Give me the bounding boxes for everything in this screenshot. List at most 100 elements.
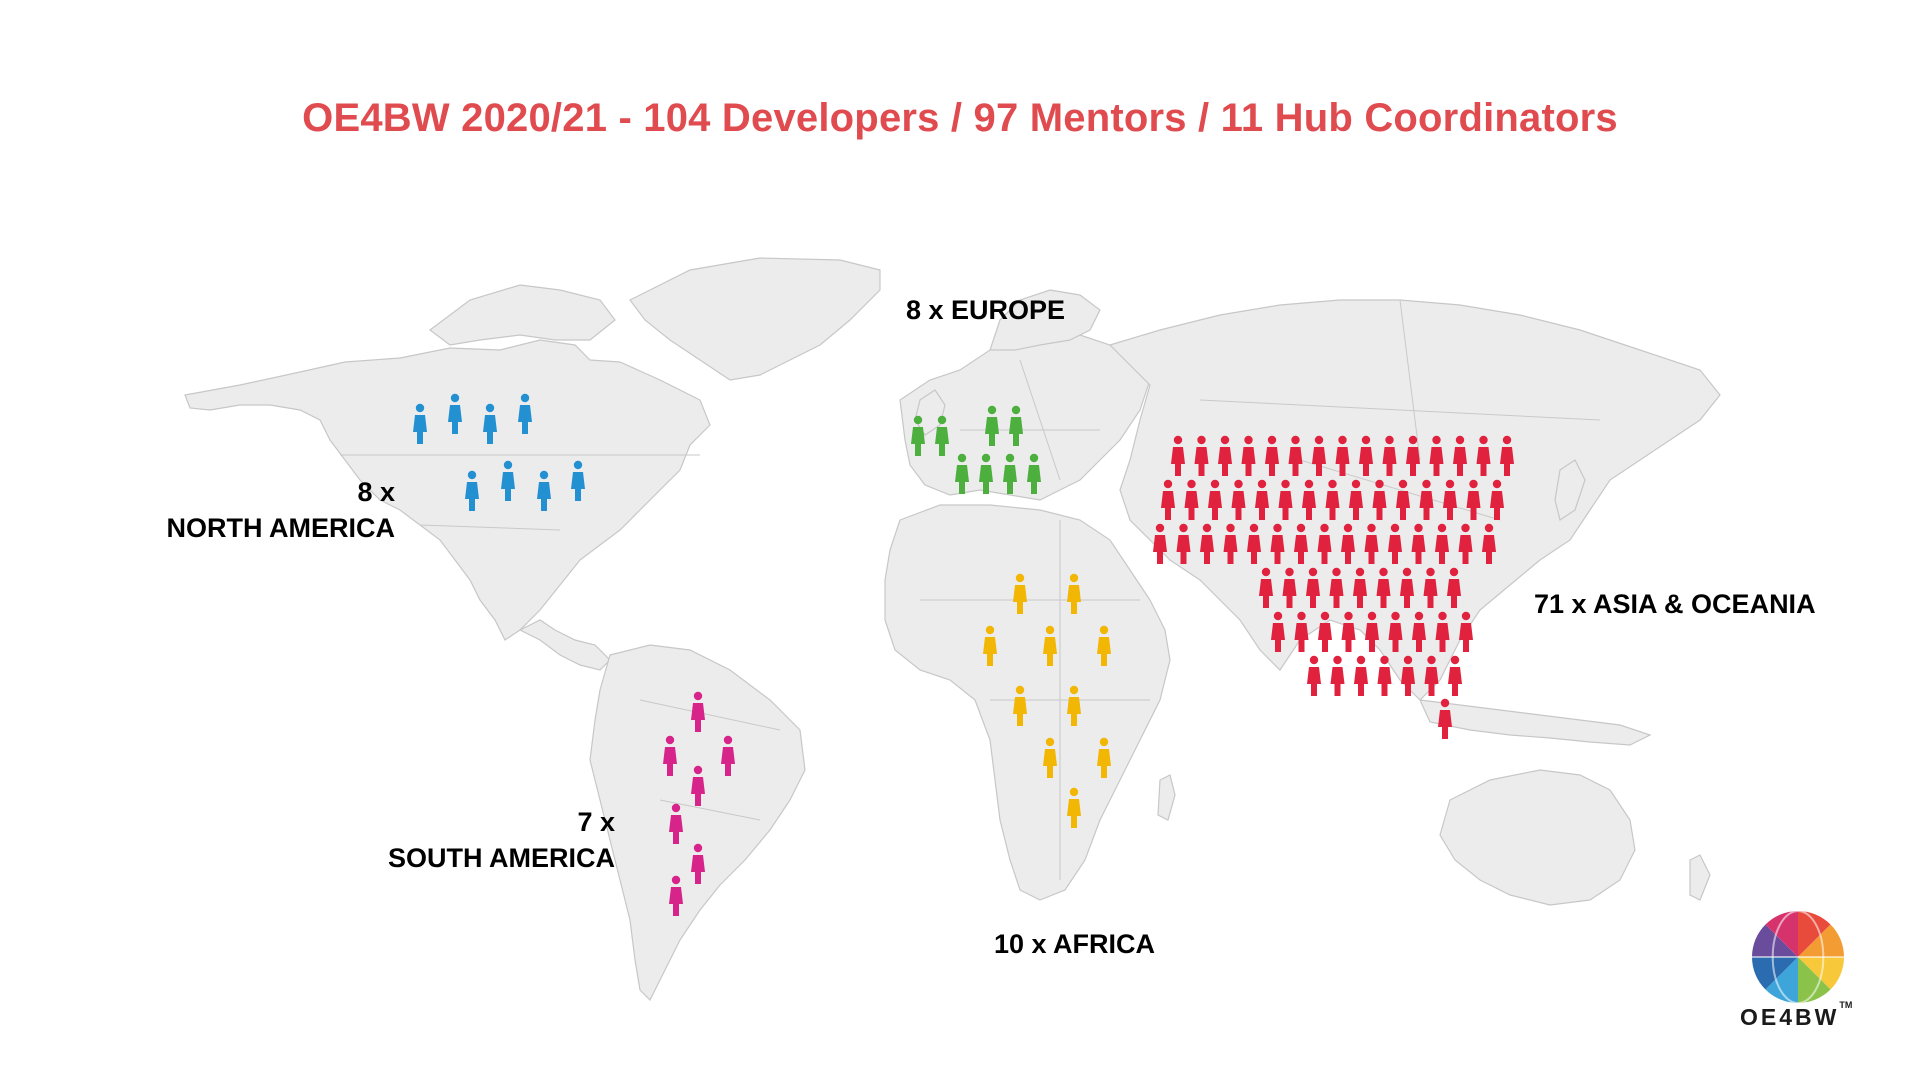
asia-oceania-person-icon <box>1325 479 1340 520</box>
asia-oceania-person-icon <box>1364 523 1379 564</box>
africa-person-icon <box>1067 573 1081 614</box>
logo-globe-segment <box>1765 911 1798 957</box>
africa-landmass <box>884 504 1171 901</box>
arctic-islands-landmass <box>429 284 616 346</box>
asia-oceania-person-icon <box>1500 435 1514 476</box>
asia-oceania-person-icon <box>1435 611 1450 652</box>
europe-person-icon <box>1003 453 1017 494</box>
north-america-person-icon <box>448 393 462 434</box>
north-america-person-icon <box>537 470 551 511</box>
north-america-person-icon <box>571 460 585 501</box>
africa-person-icon <box>1043 625 1057 666</box>
asia-oceania-person-icon <box>1282 567 1297 608</box>
asia-oceania-person-icon <box>1376 567 1391 608</box>
asia-oceania-person-icon <box>1241 435 1256 476</box>
label-africa: 10 x AFRICA <box>994 929 1156 959</box>
asia-oceania-person-icon <box>1377 655 1392 696</box>
logo-globe-segment <box>1765 957 1798 1003</box>
asia-oceania-person-icon <box>1482 523 1496 564</box>
asia-oceania-person-icon <box>1400 567 1414 608</box>
asia-oceania-person-icon <box>1335 435 1350 476</box>
label-europe: 8 x EUROPE <box>906 295 1066 325</box>
label-south-america-count: 7 x <box>577 807 615 837</box>
asia-oceania-person-icon <box>1270 523 1285 564</box>
asia-oceania-person-icon <box>1359 435 1373 476</box>
asia-oceania-person-icon <box>1443 479 1457 520</box>
oe4bw-logo-text: OE4BWTM <box>1740 1000 1852 1031</box>
japan-landmass <box>1554 459 1586 521</box>
south-america-person-icon <box>669 875 683 916</box>
asia-oceania-person-icon <box>1490 479 1504 520</box>
asia-oceania-person-icon <box>1330 655 1345 696</box>
label-north-america-name: NORTH AMERICA <box>166 513 396 543</box>
asia-oceania-person-icon <box>1396 479 1410 520</box>
asia-oceania-person-icon <box>1218 435 1232 476</box>
country-borders <box>340 299 1601 880</box>
asia-oceania-person-icon <box>1349 479 1363 520</box>
asia-oceania-person-icon <box>1459 611 1473 652</box>
europe-person-icon <box>911 415 925 456</box>
page-title: OE4BW 2020/21 - 104 Developers / 97 Ment… <box>302 96 1618 140</box>
asia-oceania-person-icon <box>1259 567 1273 608</box>
asia-oceania-person-icon <box>1318 611 1332 652</box>
asia-oceania-person-icon <box>1466 479 1481 520</box>
africa-person-icon <box>1067 685 1081 726</box>
africa-person-icon <box>1013 573 1027 614</box>
asia-oceania-person-icon <box>1247 523 1261 564</box>
north-america-person-icon <box>518 393 532 434</box>
asia-oceania-person-icon <box>1341 523 1355 564</box>
europe-person-icon <box>935 415 949 456</box>
oe4bw-logo-globe <box>1752 910 1844 1004</box>
europe-person-icon <box>979 453 993 494</box>
asia-oceania-person-icon <box>1419 479 1434 520</box>
asia-oceania-person-icon <box>1317 523 1332 564</box>
label-north-america-count: 8 x <box>357 477 395 507</box>
central-america-landmass <box>518 619 611 671</box>
asia-oceania-person-icon <box>1353 567 1367 608</box>
north-america-landmass <box>184 339 711 641</box>
europe-person-icon <box>1009 405 1023 446</box>
people-icons-layer <box>413 393 1514 916</box>
asia-oceania-person-icon <box>1265 435 1279 476</box>
asia-oceania-person-icon <box>1161 479 1175 520</box>
asia-oceania-person-icon <box>1448 655 1462 696</box>
asia-oceania-person-icon <box>1388 611 1403 652</box>
asia-oceania-person-icon <box>1423 567 1438 608</box>
south-america-person-icon <box>721 735 735 776</box>
asia-oceania-person-icon <box>1194 435 1209 476</box>
europe-person-icon <box>985 405 999 446</box>
asia-oceania-person-icon <box>1329 567 1344 608</box>
north-america-person-icon <box>483 403 497 444</box>
asia-oceania-person-icon <box>1171 435 1185 476</box>
label-north-america: 8 x NORTH AMERICA <box>140 474 396 546</box>
asia-oceania-person-icon <box>1411 523 1426 564</box>
asia-oceania-person-icon <box>1458 523 1473 564</box>
asia-oceania-person-icon <box>1294 523 1308 564</box>
asia-oceania-person-icon <box>1447 567 1461 608</box>
north-america-person-icon <box>413 403 427 444</box>
africa-person-icon <box>983 625 997 666</box>
scandinavia-landmass <box>989 289 1101 351</box>
asia-oceania-person-icon <box>1176 523 1191 564</box>
asia-oceania-person-icon <box>1278 479 1293 520</box>
south-america-landmass <box>589 644 806 1002</box>
logo-name: OE4BW <box>1740 1004 1840 1030</box>
asia-oceania-person-icon <box>1231 479 1246 520</box>
europe-person-icon <box>955 453 969 494</box>
south-america-person-icon <box>669 803 683 844</box>
asia-oceania-person-icon <box>1429 435 1444 476</box>
south-america-person-icon <box>691 843 705 884</box>
africa-person-icon <box>1067 787 1081 828</box>
south-america-person-icon <box>691 691 705 732</box>
logo-globe-segment <box>1798 911 1831 957</box>
asia-oceania-person-icon <box>1438 698 1452 739</box>
north-america-person-icon <box>465 470 479 511</box>
asia-oceania-person-icon <box>1271 611 1285 652</box>
asia-oceania-person-icon <box>1200 523 1214 564</box>
land-masses <box>184 257 1721 1002</box>
asia-oceania-person-icon <box>1424 655 1439 696</box>
south-america-person-icon <box>691 765 705 806</box>
north-america-person-icon <box>501 460 515 501</box>
europe-person-icon <box>1027 453 1041 494</box>
